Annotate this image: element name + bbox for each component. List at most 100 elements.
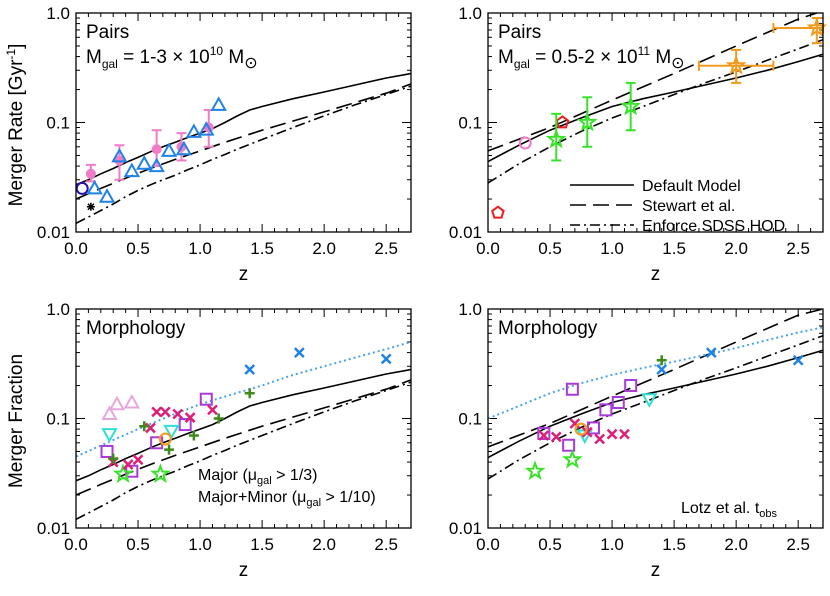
data-point — [641, 393, 658, 408]
data-point — [574, 422, 588, 436]
data-point — [207, 404, 218, 416]
data-point — [656, 355, 667, 366]
x-tick-label: 1.5 — [662, 535, 686, 554]
panel-title: Morphology — [498, 318, 598, 339]
data-point — [160, 142, 178, 157]
data-point — [112, 463, 134, 484]
x-axis-label: z — [651, 560, 661, 581]
panel-subtitle: Mgal = 1-3 × 1010 M⊙ — [86, 44, 258, 72]
x-tick-label: 1.0 — [188, 239, 212, 258]
data-point — [148, 157, 165, 173]
data-point — [158, 432, 172, 446]
panel-title: Morphology — [86, 318, 186, 339]
y-tick-label: 1.0 — [46, 300, 70, 319]
x-tick-label: 1.0 — [600, 239, 624, 258]
series-dashdot — [76, 381, 411, 521]
data-point — [75, 181, 89, 195]
x-tick-label: 2.5 — [374, 535, 398, 554]
data-point — [198, 121, 215, 136]
series-dashdot — [488, 38, 823, 184]
series-dashed — [488, 309, 823, 448]
data-point — [656, 364, 668, 375]
data-point — [538, 430, 550, 441]
x-tick-label: 2.5 — [374, 239, 398, 258]
plot-frame — [75, 308, 412, 529]
data-point — [380, 353, 392, 365]
y-tick-label: 0.01 — [449, 223, 482, 242]
data-point — [164, 444, 175, 455]
data-point — [581, 426, 593, 438]
x-axis-label: z — [651, 264, 661, 285]
data-point — [136, 155, 153, 170]
data-point — [244, 364, 256, 375]
data-point — [101, 405, 118, 420]
x-tick-label: 1.5 — [250, 239, 274, 258]
data-point — [569, 418, 581, 429]
y-tick-label: 0.1 — [458, 410, 482, 429]
x-tick-label: 0.5 — [538, 239, 562, 258]
data-point — [178, 418, 192, 432]
data-point — [594, 433, 606, 445]
data-point — [100, 444, 114, 458]
panel-note: Major (μgal > 1/3) — [198, 467, 318, 487]
data-point — [151, 144, 162, 155]
legend-label: Default Model — [642, 178, 741, 195]
x-tick-label: 2.0 — [312, 535, 336, 554]
x-tick-label: 2.5 — [786, 535, 810, 554]
y-tick-label: 0.1 — [46, 114, 70, 133]
data-point — [188, 430, 199, 441]
x-tick-label: 0.5 — [126, 239, 150, 258]
data-point — [101, 428, 118, 443]
plot-frame — [487, 12, 824, 233]
y-tick-label: 1.0 — [458, 4, 482, 23]
x-tick-label: 0.5 — [538, 535, 562, 554]
panel-title: Pairs — [86, 22, 129, 43]
x-tick-label: 1.0 — [188, 535, 212, 554]
x-axis-label: z — [239, 560, 249, 581]
data-point — [576, 111, 598, 132]
y-tick-label: 0.01 — [37, 223, 70, 242]
data-point — [213, 413, 224, 424]
x-tick-label: 0.0 — [64, 535, 88, 554]
data-point — [624, 379, 638, 393]
data-point — [150, 463, 171, 484]
series-dotted — [488, 326, 823, 420]
data-point — [244, 388, 255, 399]
data-point — [159, 406, 171, 418]
data-point — [550, 431, 562, 443]
x-tick-label: 2.0 — [312, 239, 336, 258]
data-point — [565, 382, 579, 396]
x-tick-label: 1.5 — [250, 535, 274, 554]
y-tick-label: 0.01 — [37, 519, 70, 538]
series-dashed — [76, 83, 411, 200]
data-point — [606, 428, 618, 440]
data-point — [85, 168, 96, 179]
series-dashdot — [488, 334, 823, 480]
data-point — [599, 403, 613, 417]
data-point — [210, 96, 227, 111]
data-point — [172, 408, 184, 420]
plot-frame — [75, 12, 412, 233]
x-tick-label: 0.5 — [126, 535, 150, 554]
panel-bottom-right: 0.0 0.5 1.0 1.5 2.0 2.5 0.01 0.1 1.0 z Morphology L… — [449, 300, 824, 581]
data-point — [562, 438, 576, 452]
x-tick-label: 0.0 — [476, 239, 500, 258]
data-point — [123, 162, 141, 178]
legend-label: Stewart et al. — [642, 198, 735, 215]
series-dashed — [76, 379, 411, 496]
data-point — [151, 406, 163, 418]
data-point — [555, 115, 570, 129]
data-point — [199, 392, 213, 406]
data-point — [619, 428, 630, 440]
y-tick-label: 1.0 — [46, 4, 70, 23]
top-y-axis-label: Merger Rate [Gyr-1] — [4, 44, 27, 207]
bottom-y-axis-label: Merger Fraction — [6, 354, 27, 488]
data-point — [586, 421, 600, 435]
data-point — [545, 128, 567, 149]
x-axis-label: z — [239, 264, 249, 285]
data-point — [145, 422, 156, 434]
data-point — [792, 354, 804, 366]
data-point — [98, 188, 116, 203]
data-point — [111, 147, 128, 163]
